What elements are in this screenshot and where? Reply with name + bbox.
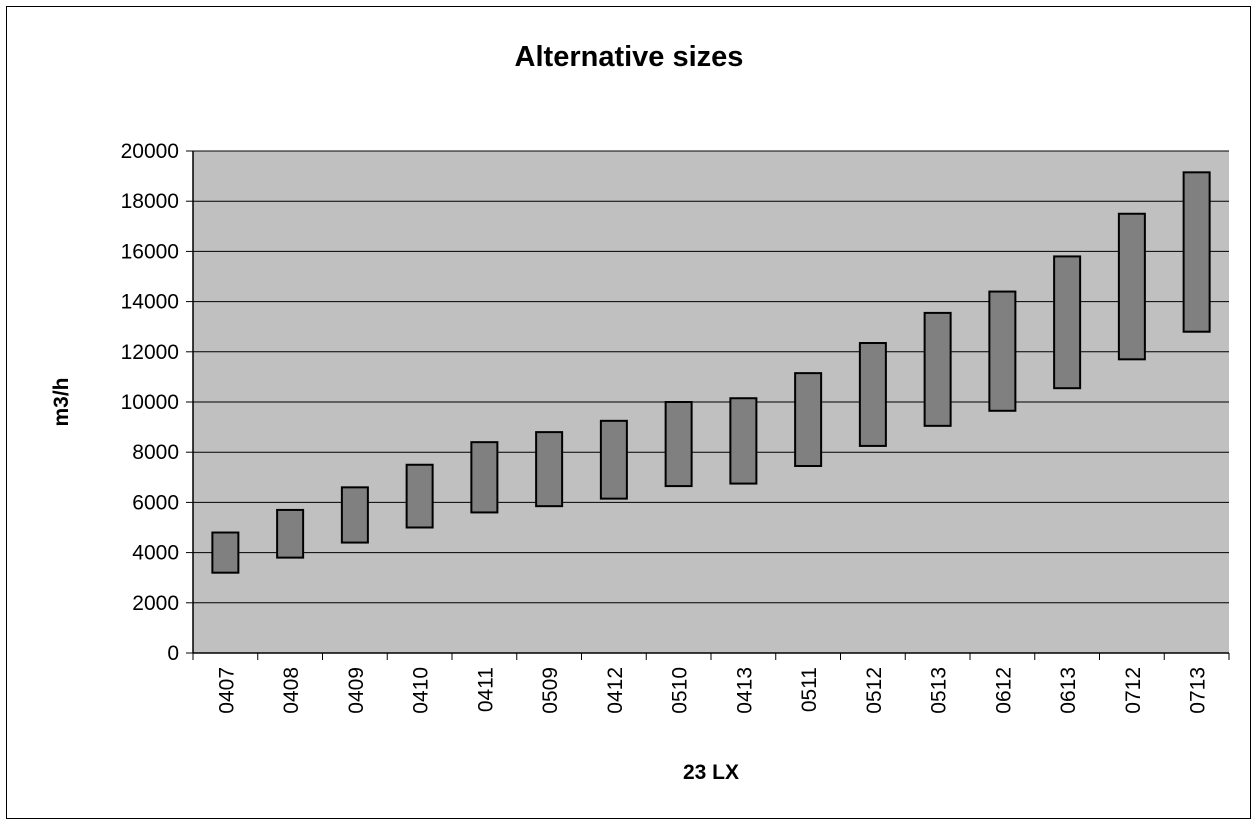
range-bar-0511 — [794, 372, 823, 468]
range-bar-0612 — [988, 290, 1017, 412]
x-tick-label: 0513 — [928, 667, 951, 714]
x-tick-label: 0509 — [539, 667, 562, 714]
range-bar-0409 — [340, 486, 369, 544]
range-bar-0713 — [1182, 171, 1211, 333]
chart-title: Alternative sizes — [515, 41, 744, 73]
x-tick-label: 0408 — [280, 667, 303, 714]
y-tick-label: 10000 — [121, 391, 179, 414]
y-tick-label: 2000 — [132, 592, 179, 615]
x-tick-labels: 0407 0408 0409 0410 0411 0509 0412 0510 0413 0511… — [215, 667, 1209, 714]
x-axis-title: 23 LX — [683, 761, 739, 784]
y-axis-title: m3/h — [50, 377, 73, 426]
x-tick-label: 0510 — [669, 667, 692, 714]
range-bar-0413 — [729, 397, 758, 485]
y-tick-label: 18000 — [121, 190, 179, 213]
range-bar-0412 — [599, 419, 628, 500]
x-tick-label: 0407 — [215, 667, 238, 714]
y-tick-label: 4000 — [132, 542, 179, 565]
y-tick-label: 16000 — [121, 240, 179, 263]
y-tick-label: 12000 — [121, 341, 179, 364]
x-tick-label: 0511 — [798, 667, 821, 712]
x-tick-label: 0713 — [1187, 667, 1210, 714]
range-bar-0712 — [1117, 212, 1146, 361]
range-bar-0408 — [276, 508, 305, 559]
range-bars — [211, 171, 1211, 574]
x-tick-label: 0412 — [604, 667, 627, 714]
range-bar-0512 — [858, 342, 887, 447]
y-tick-label: 6000 — [132, 491, 179, 514]
y-tick-label: 8000 — [132, 441, 179, 464]
range-bar-0509 — [535, 431, 564, 508]
range-bar-0410 — [405, 463, 434, 529]
axes — [186, 150, 1230, 660]
x-tick-label: 0410 — [410, 667, 433, 714]
x-tick-label: 0512 — [863, 667, 886, 714]
range-bar-0407 — [211, 531, 240, 574]
range-bar-0513 — [923, 311, 952, 427]
x-tick-label: 0712 — [1122, 667, 1145, 714]
range-bar-0613 — [1053, 255, 1082, 390]
y-tick-label: 14000 — [121, 291, 179, 314]
y-tick-labels: 0 2000 4000 6000 8000 10000 12000 14000 16000 180… — [121, 140, 179, 665]
range-bar-0411 — [470, 441, 499, 514]
range-bar-0510 — [664, 401, 693, 488]
x-tick-label: 0409 — [345, 667, 368, 714]
x-tick-label: 0411 — [474, 667, 497, 712]
x-tick-label: 0613 — [1057, 667, 1080, 714]
y-tick-label: 0 — [167, 642, 179, 665]
y-tick-label: 20000 — [121, 140, 179, 163]
x-tick-label: 0413 — [733, 667, 756, 714]
x-tick-label: 0612 — [992, 667, 1015, 714]
